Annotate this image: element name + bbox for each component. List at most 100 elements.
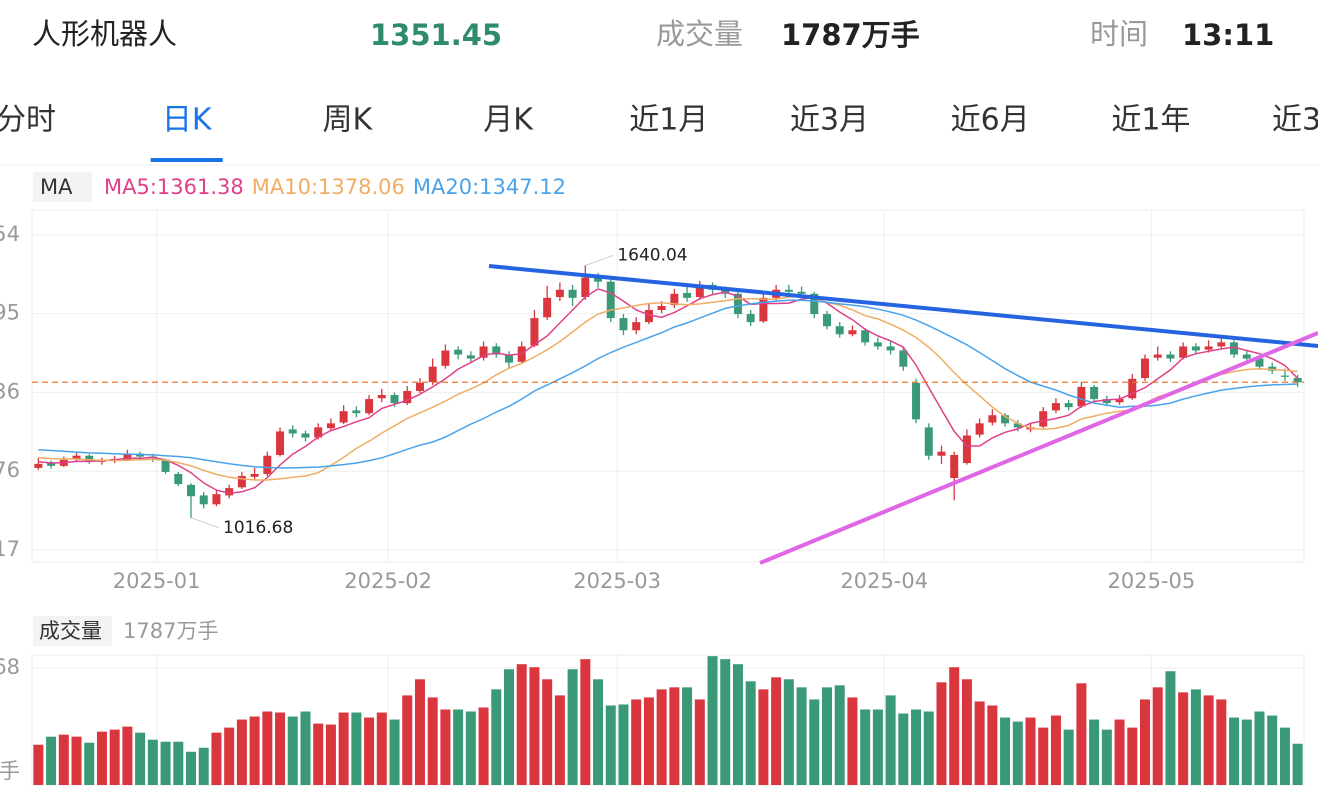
candle-body	[1128, 378, 1137, 399]
candle-body	[288, 429, 297, 434]
volume-bar	[440, 709, 451, 785]
x-tick-label: 2025-03	[573, 569, 661, 593]
high-label: 1640.04	[617, 245, 687, 265]
volume-bar	[122, 726, 133, 785]
volume-bar	[923, 711, 934, 785]
candle-body	[237, 475, 246, 488]
volume-bar	[745, 681, 756, 785]
volume-bar	[389, 719, 400, 785]
volume-bar	[364, 717, 375, 785]
time: 13:11	[1182, 18, 1274, 52]
volume-bar	[732, 664, 743, 785]
volume-bar	[465, 711, 476, 785]
legend-entry: MA20:1347.12	[413, 175, 566, 199]
volume-bar	[338, 712, 349, 785]
volume-bar	[936, 682, 947, 785]
candle-body	[492, 346, 501, 355]
volume-bar	[275, 712, 286, 785]
candle-body	[912, 382, 921, 420]
y-tick-label: 1326.36	[0, 379, 20, 403]
tab-underline	[150, 158, 223, 162]
candle-body	[683, 292, 692, 298]
tab[interactable]: 近1月	[629, 103, 708, 138]
tab[interactable]: 近6月	[951, 103, 1030, 138]
price-layer: 937.17 1131.76 1326.36 1520.95 1715.54 2025-0…	[0, 210, 1304, 593]
volume-bar	[325, 724, 336, 785]
candle-body	[1090, 386, 1099, 400]
tab[interactable]: 月K	[483, 103, 534, 138]
x-tick-label: 2025-02	[344, 569, 432, 593]
candle-body	[695, 285, 704, 298]
volume-bar	[860, 709, 871, 785]
annotation-leader	[190, 517, 220, 529]
tab[interactable]: 日K	[162, 103, 213, 138]
candle-body	[861, 330, 870, 343]
volume-bar	[618, 704, 629, 785]
candle-body	[950, 454, 959, 478]
volume-bar	[1267, 715, 1278, 785]
candle-body	[276, 431, 285, 455]
volume-bar	[809, 699, 820, 785]
candle-body	[1115, 399, 1124, 403]
volume-bar	[872, 709, 883, 785]
volume-bar	[186, 751, 196, 785]
volume-bar	[885, 695, 896, 785]
candle-body	[746, 314, 755, 323]
candle-body	[733, 293, 742, 315]
candle-body	[886, 346, 895, 351]
y-tick-label: 1715.54	[0, 222, 20, 246]
candle-body	[835, 326, 844, 335]
candle-body	[263, 455, 272, 474]
candle-body	[428, 366, 437, 383]
annotation-leader	[585, 254, 614, 266]
ma-tag: MA	[40, 175, 73, 199]
volume-bar	[1229, 717, 1240, 785]
candle-body	[187, 484, 195, 497]
candle-body	[975, 423, 984, 435]
volume-bar	[173, 741, 184, 785]
candle-body	[1242, 354, 1251, 359]
candle-body	[899, 350, 908, 367]
candle-body	[199, 495, 208, 505]
candle-body	[212, 494, 221, 505]
volume-bar	[1127, 727, 1138, 785]
candle-body	[314, 427, 323, 438]
volume-bar	[147, 739, 158, 785]
volume-bar	[262, 711, 273, 785]
candle-body	[1280, 375, 1289, 377]
candle-body	[225, 488, 234, 496]
candle-body	[72, 455, 81, 459]
volume-bar	[427, 697, 438, 785]
volume-bar	[1000, 717, 1011, 785]
volume-bar	[669, 687, 680, 785]
tab[interactable]: 近3月	[790, 103, 869, 138]
tab[interactable]: 分时	[0, 103, 56, 138]
candle-body	[759, 297, 768, 322]
candle-body	[1179, 346, 1188, 358]
volume-bar	[491, 689, 502, 785]
candle-body	[505, 354, 513, 363]
volume-bar	[694, 699, 705, 785]
price: 1351.45	[370, 18, 502, 52]
volume-bar	[1089, 719, 1100, 785]
volume-bar	[516, 664, 527, 785]
tab[interactable]: 近1年	[1111, 103, 1190, 138]
volume-bar	[656, 689, 667, 785]
tab[interactable]: 近3年	[1272, 103, 1318, 138]
candle-body	[1077, 386, 1086, 407]
tab[interactable]: 周K	[323, 103, 374, 138]
candle-body	[530, 318, 539, 346]
volume-bar	[771, 677, 782, 785]
volume-label: 成交量	[656, 17, 743, 51]
y-tick-label: 1520.95	[0, 301, 20, 325]
ma-line	[38, 295, 1298, 481]
candle-body	[644, 309, 653, 323]
volume-bar	[287, 716, 298, 785]
volume-bar	[707, 656, 718, 785]
volume-bar	[478, 707, 489, 785]
volume-bar	[249, 716, 260, 785]
candle-body	[1191, 346, 1200, 351]
volume-bar	[414, 679, 425, 785]
candle-body	[85, 455, 94, 462]
candle-body	[365, 399, 374, 414]
